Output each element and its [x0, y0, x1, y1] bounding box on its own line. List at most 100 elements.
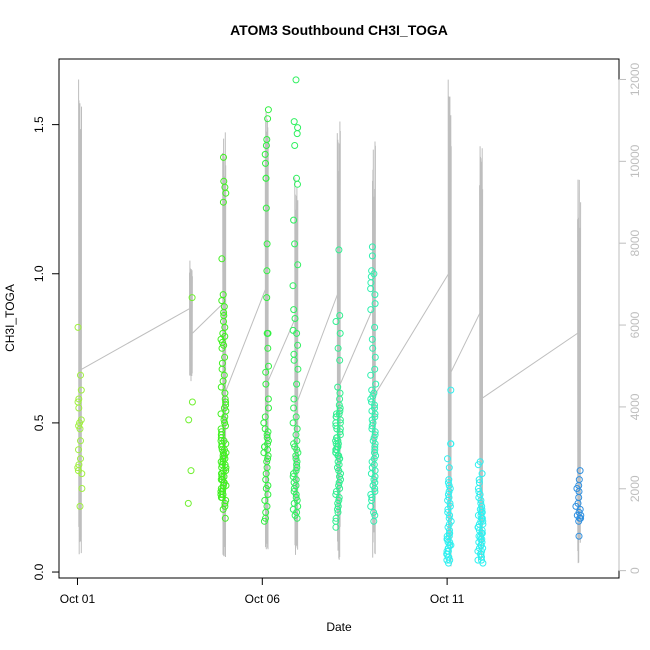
data-point — [294, 261, 302, 269]
data-point — [474, 461, 482, 469]
y2-tick-label: 0 — [628, 567, 642, 574]
data-point — [294, 124, 302, 132]
data-point — [575, 517, 583, 525]
data-point — [184, 499, 192, 507]
data-point — [76, 502, 84, 510]
data-point — [188, 398, 196, 406]
data-point — [371, 353, 379, 361]
data-point — [292, 413, 300, 421]
data-point — [77, 371, 84, 379]
data-point — [290, 356, 298, 364]
data-point — [475, 476, 483, 484]
data-point — [367, 502, 375, 510]
data-point — [292, 76, 300, 84]
data-point — [371, 291, 379, 299]
data-point — [332, 446, 340, 454]
data-point — [335, 246, 343, 254]
data-point — [264, 491, 272, 498]
data-point — [290, 306, 298, 314]
data-point — [332, 514, 340, 522]
data-point — [336, 356, 344, 364]
data-point — [75, 395, 83, 403]
data-point — [218, 473, 226, 481]
data-point — [370, 389, 378, 397]
altitude-lines — [78, 79, 582, 567]
data-point — [264, 395, 272, 403]
data-points — [74, 76, 585, 567]
y-tick-label: 1.0 — [32, 265, 46, 282]
data-point — [333, 410, 340, 418]
y-axis-label: CH3I_TOGA — [3, 284, 17, 352]
data-point — [264, 344, 272, 352]
transit-line — [192, 303, 224, 334]
data-point — [263, 267, 271, 275]
data-point — [334, 383, 342, 391]
y-tick-label: 0.0 — [32, 563, 46, 580]
data-point — [76, 425, 84, 433]
data-point — [291, 240, 299, 248]
data-point — [78, 485, 86, 492]
data-point — [368, 335, 376, 343]
y2-tick-label: 2000 — [628, 475, 642, 502]
data-point — [575, 532, 583, 540]
data-point — [290, 395, 298, 403]
data-point — [371, 410, 379, 418]
transit-line — [482, 332, 578, 399]
data-point — [293, 130, 301, 138]
altitude-profile-line — [78, 79, 82, 555]
data-point — [332, 488, 340, 495]
data-point — [447, 386, 455, 394]
data-point — [334, 505, 341, 513]
data-point — [290, 440, 298, 448]
data-point — [334, 344, 342, 352]
altitude-profile-line — [222, 132, 227, 558]
data-point — [367, 285, 375, 293]
data-point — [474, 556, 482, 564]
y2-axis: 0 2000 4000 6000 8000 10000 12000 — [618, 62, 642, 574]
data-point — [185, 416, 193, 424]
data-point — [332, 523, 340, 531]
data-point — [221, 514, 229, 522]
data-point — [367, 306, 375, 314]
data-point — [368, 422, 376, 430]
data-point — [264, 329, 272, 337]
data-point — [263, 294, 271, 302]
data-point — [293, 514, 301, 522]
data-point — [77, 386, 85, 394]
data-point — [220, 153, 227, 161]
x-axis: Oct 01 Oct 06 Oct 11 — [60, 577, 465, 606]
data-point — [368, 243, 376, 251]
data-point — [262, 514, 269, 522]
data-point — [290, 404, 298, 412]
data-point — [219, 198, 227, 206]
data-point — [293, 329, 301, 337]
y2-tick-label: 8000 — [628, 230, 642, 257]
altitude-profile-line — [189, 260, 193, 382]
altitude-profile-line — [447, 79, 452, 567]
data-point — [264, 115, 272, 123]
altitude-profile-line — [336, 121, 341, 560]
x-axis-label: Date — [326, 620, 352, 634]
data-point — [221, 323, 229, 331]
transit-line — [225, 289, 266, 392]
data-point — [445, 464, 453, 472]
data-point — [260, 517, 268, 525]
x-tick-label: Oct 11 — [430, 592, 465, 606]
data-point — [262, 380, 270, 388]
data-point — [294, 180, 301, 188]
transit-line — [374, 274, 449, 395]
data-point — [292, 494, 300, 501]
data-point — [217, 383, 225, 391]
data-point — [265, 404, 272, 412]
data-point — [291, 315, 299, 322]
data-point — [332, 318, 340, 325]
y-axis: 0.0 0.5 1.0 1.5 — [32, 116, 60, 580]
transit-line — [297, 294, 338, 401]
data-point — [220, 309, 228, 316]
data-point — [289, 282, 297, 290]
data-point — [367, 371, 375, 379]
data-point — [77, 437, 84, 445]
data-point — [218, 255, 226, 263]
data-point — [265, 362, 272, 370]
